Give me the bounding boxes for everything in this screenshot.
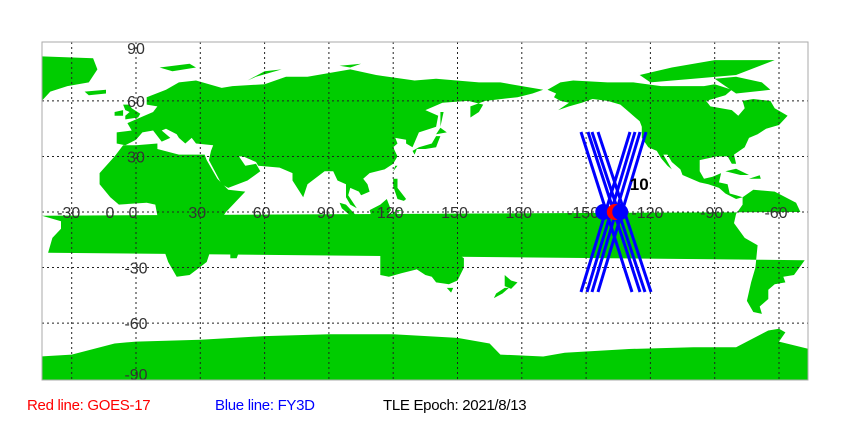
longitude-label: 150 [441, 205, 468, 222]
land-cuba [725, 168, 749, 175]
longitude-label: 120 [377, 205, 404, 222]
fy3d-position-marker [595, 204, 612, 220]
land-sakhalin [440, 112, 444, 127]
land-hokkaido [436, 127, 447, 135]
axis-labels: -30 0 30 60 90 120 150 180 -150 -120 -90 -60 90 60 30 0… [57, 41, 788, 384]
land-taiwan [393, 165, 398, 172]
legend-red-line: Red line: GOES-17 [27, 397, 151, 414]
fy3d-position-marker [612, 204, 629, 220]
land-novaya-zemlya [247, 69, 282, 81]
legend-blue-line: Blue line: FY3D [215, 397, 315, 414]
longitude-label: 180 [505, 205, 532, 222]
land-japan [412, 136, 441, 155]
land-philippines [393, 178, 407, 201]
latitude-label: 0 [106, 205, 115, 222]
longitude-label: -90 [700, 205, 723, 222]
latitude-label: 60 [127, 94, 145, 111]
longitude-label: -60 [764, 205, 787, 222]
latitude-label: -30 [124, 261, 147, 278]
land-greenland [42, 56, 98, 101]
land-arctic-archipelago [639, 60, 775, 83]
land-iceland [84, 89, 106, 96]
longitude-label: 0 [129, 205, 138, 222]
land-svalbard [159, 63, 196, 72]
land-north-america [547, 80, 788, 199]
longitude-label: -30 [57, 205, 80, 222]
graticule [42, 42, 808, 380]
land-nz-north [504, 275, 518, 289]
satellite-marker-label: 10 [630, 175, 649, 194]
land-nz-south [493, 287, 509, 299]
latitude-label: 90 [127, 41, 145, 58]
land-eurasia [116, 69, 544, 209]
land-hispaniola [749, 175, 761, 179]
land-great-britain [123, 104, 141, 120]
land-tasmania [446, 287, 454, 293]
tle-epoch: TLE Epoch: 2021/8/13 [383, 397, 527, 414]
longitude-label: 30 [188, 205, 206, 222]
longitude-label: -150 [567, 205, 599, 222]
map-frame [41, 41, 809, 381]
land-masses [42, 56, 808, 380]
land-antarctica [42, 328, 808, 380]
land-baffin [714, 76, 771, 94]
longitude-label: -120 [631, 205, 663, 222]
land-severnaya-zemlya [339, 63, 362, 68]
longitude-label: 90 [317, 205, 335, 222]
longitude-label: 60 [253, 205, 271, 222]
latitude-label: -60 [124, 316, 147, 333]
latitude-label: -90 [124, 367, 147, 384]
satellite-markers: 10 [595, 175, 649, 220]
latitude-label: 30 [127, 149, 145, 166]
land-ireland [114, 110, 124, 116]
